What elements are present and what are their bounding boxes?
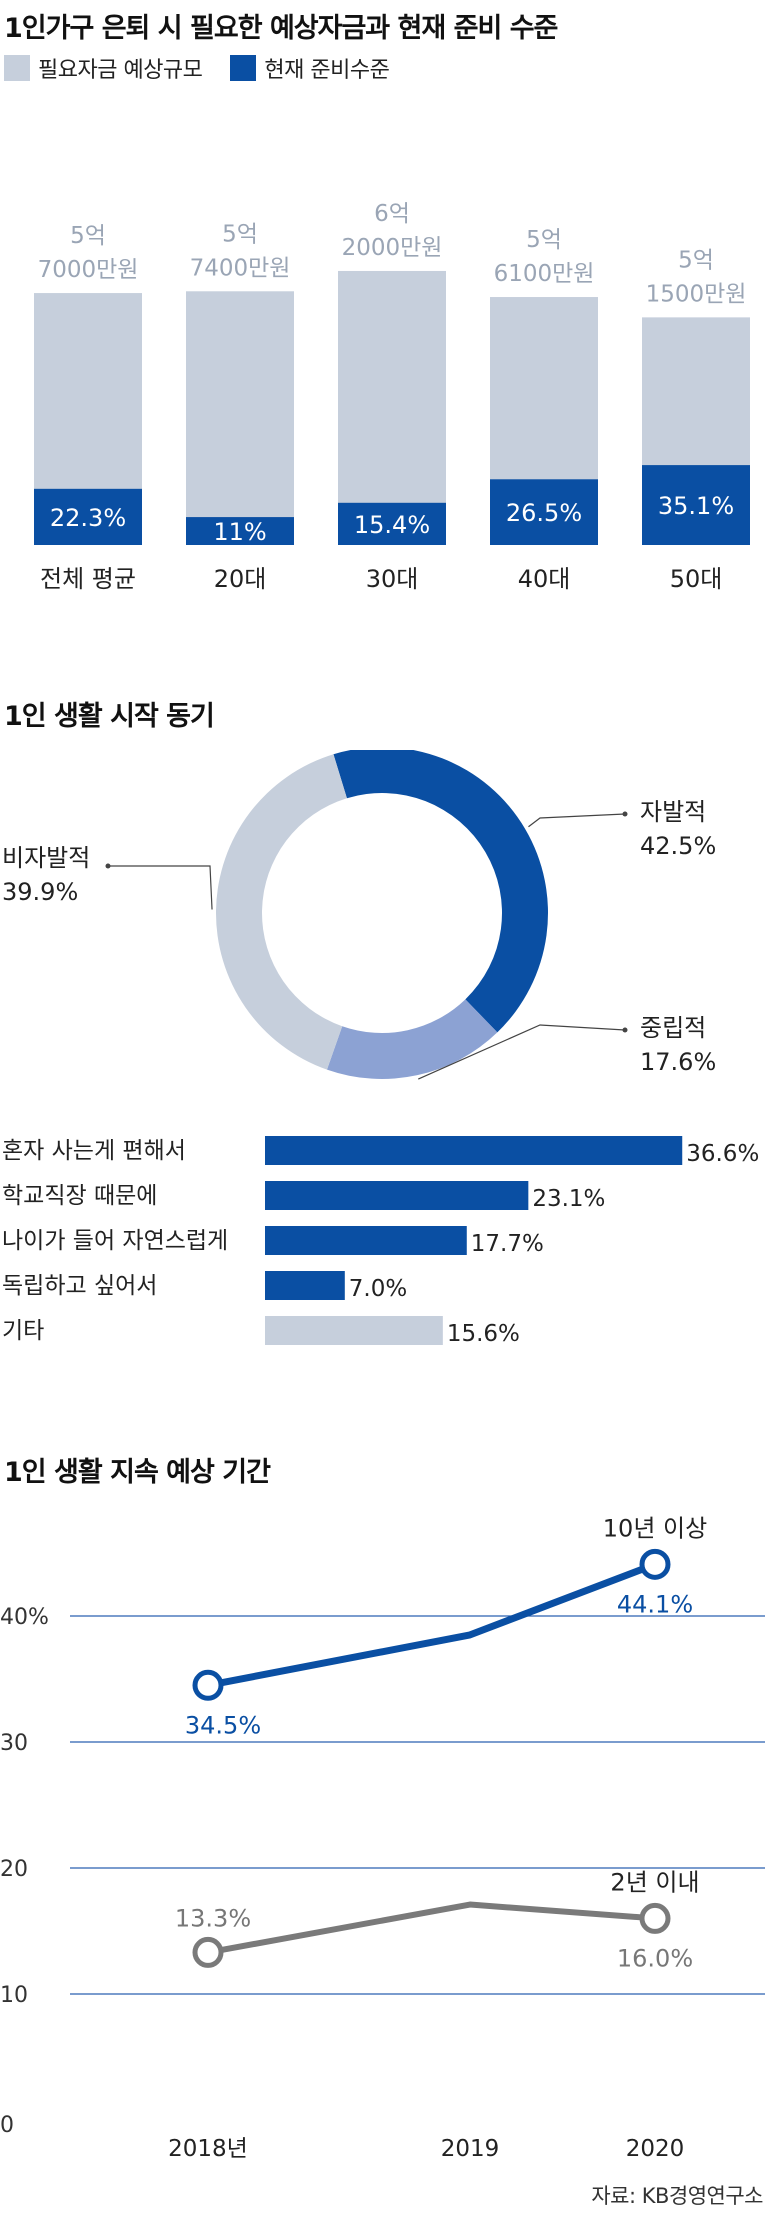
legend-swatch-required [4,55,30,81]
series-line [207,1561,657,1689]
motive-detail-bar-chart: 혼자 사는게 편해서 36.6% 학교직장 때문에 23.1% 나이가 들어 자연스럽게… [2,1136,759,1347]
chart4-title: 1인 생활 지속 예상 기간 [4,1457,271,1488]
donut-slice [333,750,548,1033]
hbar-value-label: 23.1% [532,1186,605,1212]
chart2-title: 1인 생활 시작 동기 [4,701,215,732]
hbar [265,1136,683,1165]
series-point [639,1902,671,1934]
donut-label-value: 17.6% [640,1048,716,1076]
legend-swatch-prepared [230,55,257,81]
hbar-category-label: 독립하고 싶어서 [2,1273,157,1299]
bar-required-label-line2: 7000만원 [38,257,139,283]
hbar-category-label: 학교직장 때문에 [2,1183,157,1209]
x-tick-label: 2018년 [168,2136,248,2162]
series-name-label: 10년 이상 [603,1514,707,1542]
chart1-title: 1인가구 은퇴 시 필요한 예상자금과 현재 준비 수준 [4,13,558,44]
donut-slice [216,754,347,1070]
donut-leader-dot [105,863,111,869]
bar-prepared-label: 15.4% [354,511,430,539]
bar-prepared-label: 11% [213,518,266,546]
bar-required [338,270,446,545]
donut-leader-line [528,813,626,828]
bar-prepared-label: 22.3% [50,504,126,532]
hbar-value-label: 36.6% [686,1141,759,1167]
hbar [265,1271,345,1300]
x-tick-label: 2019 [441,2136,500,2162]
bar-required-label-line1: 5억 [222,221,258,247]
series-name-label: 2년 이내 [610,1868,699,1896]
bar-required-label-line1: 5억 [526,227,562,253]
chart1-legend: 필요자금 예상규모 현재 준비수준 [4,52,417,84]
donut-label-name: 중립적 [640,1014,706,1042]
bar-required-label-line1: 5억 [678,247,714,273]
series-point [192,1936,224,1968]
donut-leader-line [108,865,213,910]
bar-required-label-line2: 7400만원 [190,255,291,281]
bar-required-label-line2: 1500만원 [646,281,747,307]
legend-label-prepared: 현재 준비수준 [264,58,390,83]
category-label: 50대 [670,565,723,593]
bar-required-label-line2: 2000만원 [342,235,443,261]
y-tick-label: 20 [0,1857,28,1882]
donut-leader-dot [622,1027,628,1033]
series-point [639,1548,671,1580]
point-value-label: 16.0% [617,1944,693,1972]
hbar-value-label: 17.7% [471,1231,544,1257]
x-tick-label: 2020 [626,2136,685,2162]
y-tick-label: 10 [0,1983,28,2008]
bar-prepared [34,488,142,545]
donut-label-value: 42.5% [640,832,716,860]
point-value-label: 13.3% [175,1904,251,1932]
bar-prepared [490,479,598,545]
bar-required-label-line2: 6100만원 [494,261,595,287]
donut-slice [326,999,498,1079]
bar-prepared [642,465,750,545]
category-label: 전체 평균 [40,565,136,593]
hbar-category-label: 나이가 들어 자연스럽게 [2,1228,228,1254]
series-line [207,1901,656,1956]
hbar-value-label: 7.0% [349,1276,407,1302]
hbar-value-label: 15.6% [447,1321,520,1347]
donut-leader-line [418,1024,626,1080]
donut-leader-dot [622,811,628,817]
point-value-label: 34.5% [185,1711,261,1739]
hbar-category-label: 혼자 사는게 편해서 [2,1138,186,1164]
y-tick-label: 0 [0,2113,14,2138]
category-label: 40대 [518,565,571,593]
series-point [192,1669,224,1701]
bar-prepared [186,517,294,545]
donut-label-value: 39.9% [2,878,78,906]
bar-prepared-label: 35.1% [658,492,734,520]
donut-label-name: 자발적 [640,798,706,826]
category-label: 30대 [366,565,419,593]
bar-required-label-line1: 5억 [70,223,106,249]
duration-line-chart: 0 10 20 30 40% 2018년 2019 2020 34.5% 44.1% 10년 이상 1… [0,1514,765,2162]
y-tick-label: 40% [0,1605,49,1630]
bar-prepared [338,502,446,545]
hbar [265,1181,529,1210]
legend-label-required: 필요자금 예상규모 [38,58,203,83]
point-value-label: 44.1% [617,1590,693,1618]
hbar-category-label: 기타 [2,1318,44,1344]
source-note: 자료: KB경영연구소 [591,2184,763,2208]
donut-label-name: 비자발적 [2,844,90,872]
hbar [265,1226,467,1255]
hbar [265,1316,443,1345]
bar-required-label-line1: 6억 [374,201,410,227]
category-label: 20대 [214,565,267,593]
bar-prepared-label: 26.5% [506,499,582,527]
bar-required [186,291,294,545]
motive-donut-chart: 자발적 42.5% 중립적 17.6% 비자발적 39.9% [2,750,716,1080]
y-tick-label: 30 [0,1731,28,1756]
